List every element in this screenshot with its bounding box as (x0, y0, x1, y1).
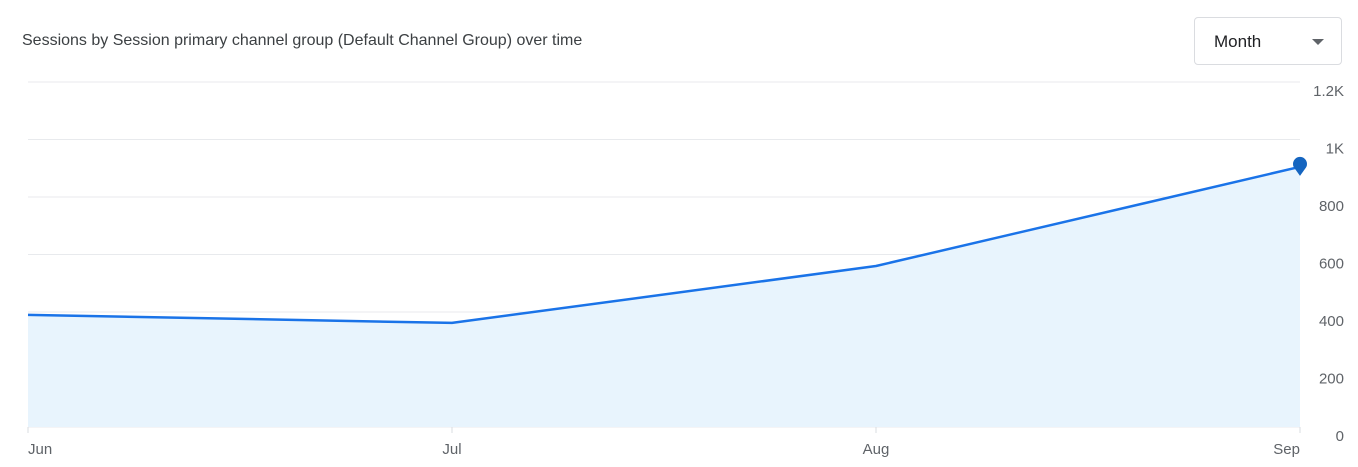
x-tick-label: Jun (28, 441, 52, 458)
y-tick-label: 0 (1336, 428, 1344, 445)
series-line (27, 165, 1301, 325)
period-dropdown[interactable]: Month (1194, 17, 1342, 65)
period-dropdown-value: Month (1214, 32, 1262, 51)
y-tick-label: 400 (1319, 313, 1344, 330)
y-tick-label: 800 (1319, 198, 1344, 215)
series-area (28, 166, 1300, 427)
x-tick-label: Jul (442, 441, 461, 458)
chart-title: Sessions by Session primary channel grou… (22, 32, 583, 49)
x-tick-label: Aug (863, 441, 890, 458)
y-tick-label: 200 (1319, 371, 1344, 388)
y-tick-label: 600 (1319, 256, 1344, 273)
y-tick-label: 1.2K (1313, 83, 1344, 100)
arrow-drop-down-icon (1312, 39, 1324, 45)
y-tick-label: 1K (1326, 141, 1344, 158)
x-tick-label: Sep (1273, 441, 1300, 458)
last-point-marker (1293, 156, 1307, 176)
